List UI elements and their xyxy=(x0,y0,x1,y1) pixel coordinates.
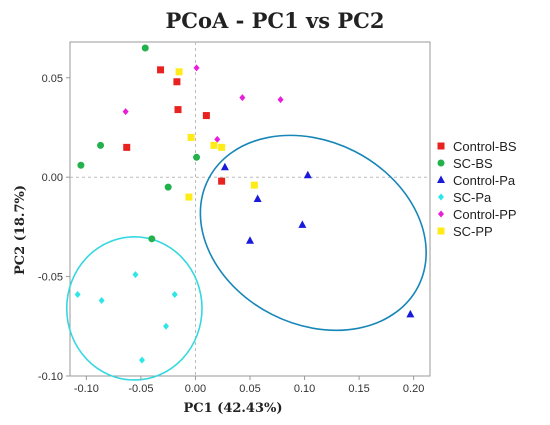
data-point xyxy=(277,96,284,104)
x-tick-label: 0.15 xyxy=(348,383,369,395)
legend-marker xyxy=(438,210,444,218)
data-point xyxy=(123,143,131,151)
data-point xyxy=(174,106,182,114)
y-tick-label: 0.00 xyxy=(42,172,63,184)
x-tick-label: -0.10 xyxy=(74,383,99,395)
legend-marker xyxy=(437,227,445,235)
data-point xyxy=(218,143,226,151)
data-point xyxy=(164,183,172,191)
x-axis-label: PC1 (42.43%) xyxy=(183,401,282,416)
data-point xyxy=(163,322,169,330)
data-point xyxy=(97,141,105,149)
data-point xyxy=(77,161,85,169)
data-point xyxy=(175,68,183,76)
legend-marker xyxy=(437,159,445,167)
data-point xyxy=(74,290,81,298)
legend-marker xyxy=(437,142,445,150)
confidence-ellipse xyxy=(65,236,203,381)
data-point xyxy=(202,112,210,120)
legend-marker xyxy=(437,175,445,183)
legend-marker xyxy=(438,193,444,201)
data-point xyxy=(98,296,105,304)
data-point xyxy=(173,78,181,86)
data-point xyxy=(122,108,129,116)
data-point xyxy=(139,356,145,364)
y-axis-label: PC2 (18.7%) xyxy=(13,185,28,275)
data-point xyxy=(210,141,218,149)
chart-title: PCoA - PC1 vs PC2 xyxy=(165,8,385,33)
data-point xyxy=(141,44,149,52)
data-point xyxy=(193,153,201,161)
x-tick-label: -0.05 xyxy=(128,383,153,395)
data-point xyxy=(193,64,200,72)
data-point xyxy=(214,135,221,143)
data-point xyxy=(218,177,226,185)
legend-label: Control-Pa xyxy=(453,173,516,188)
data-point xyxy=(239,94,246,102)
y-tick-label: 0.05 xyxy=(42,73,63,85)
data-point xyxy=(298,220,307,228)
legend-label: SC-BS xyxy=(453,156,493,171)
y-tick-label: -0.05 xyxy=(38,272,63,284)
data-point xyxy=(406,309,415,318)
legend-label: SC-Pa xyxy=(453,190,492,205)
x-tick-label: 0.05 xyxy=(239,383,260,395)
x-tick-label: 0.20 xyxy=(403,383,424,395)
data-point xyxy=(303,170,312,179)
data-point xyxy=(220,162,229,171)
data-point xyxy=(187,133,195,141)
legend-label: SC-PP xyxy=(453,224,493,239)
legend-label: Control-PP xyxy=(453,207,517,222)
y-tick-label: -0.10 xyxy=(38,371,63,383)
data-point xyxy=(148,235,156,243)
x-tick-label: 0.10 xyxy=(294,383,315,395)
data-point xyxy=(171,290,178,298)
data-point xyxy=(253,194,262,203)
plot-area xyxy=(69,41,431,377)
legend: Control-BS SC-BS Control-Pa SC-Pa Control-PP… xyxy=(437,139,517,239)
data-point xyxy=(185,193,193,201)
x-tick-label: 0.00 xyxy=(185,383,206,395)
data-point xyxy=(246,236,254,244)
data-point xyxy=(132,271,139,279)
data-point xyxy=(157,66,165,74)
confidence-ellipse xyxy=(199,134,427,332)
data-point xyxy=(250,181,258,189)
legend-label: Control-BS xyxy=(453,139,517,154)
